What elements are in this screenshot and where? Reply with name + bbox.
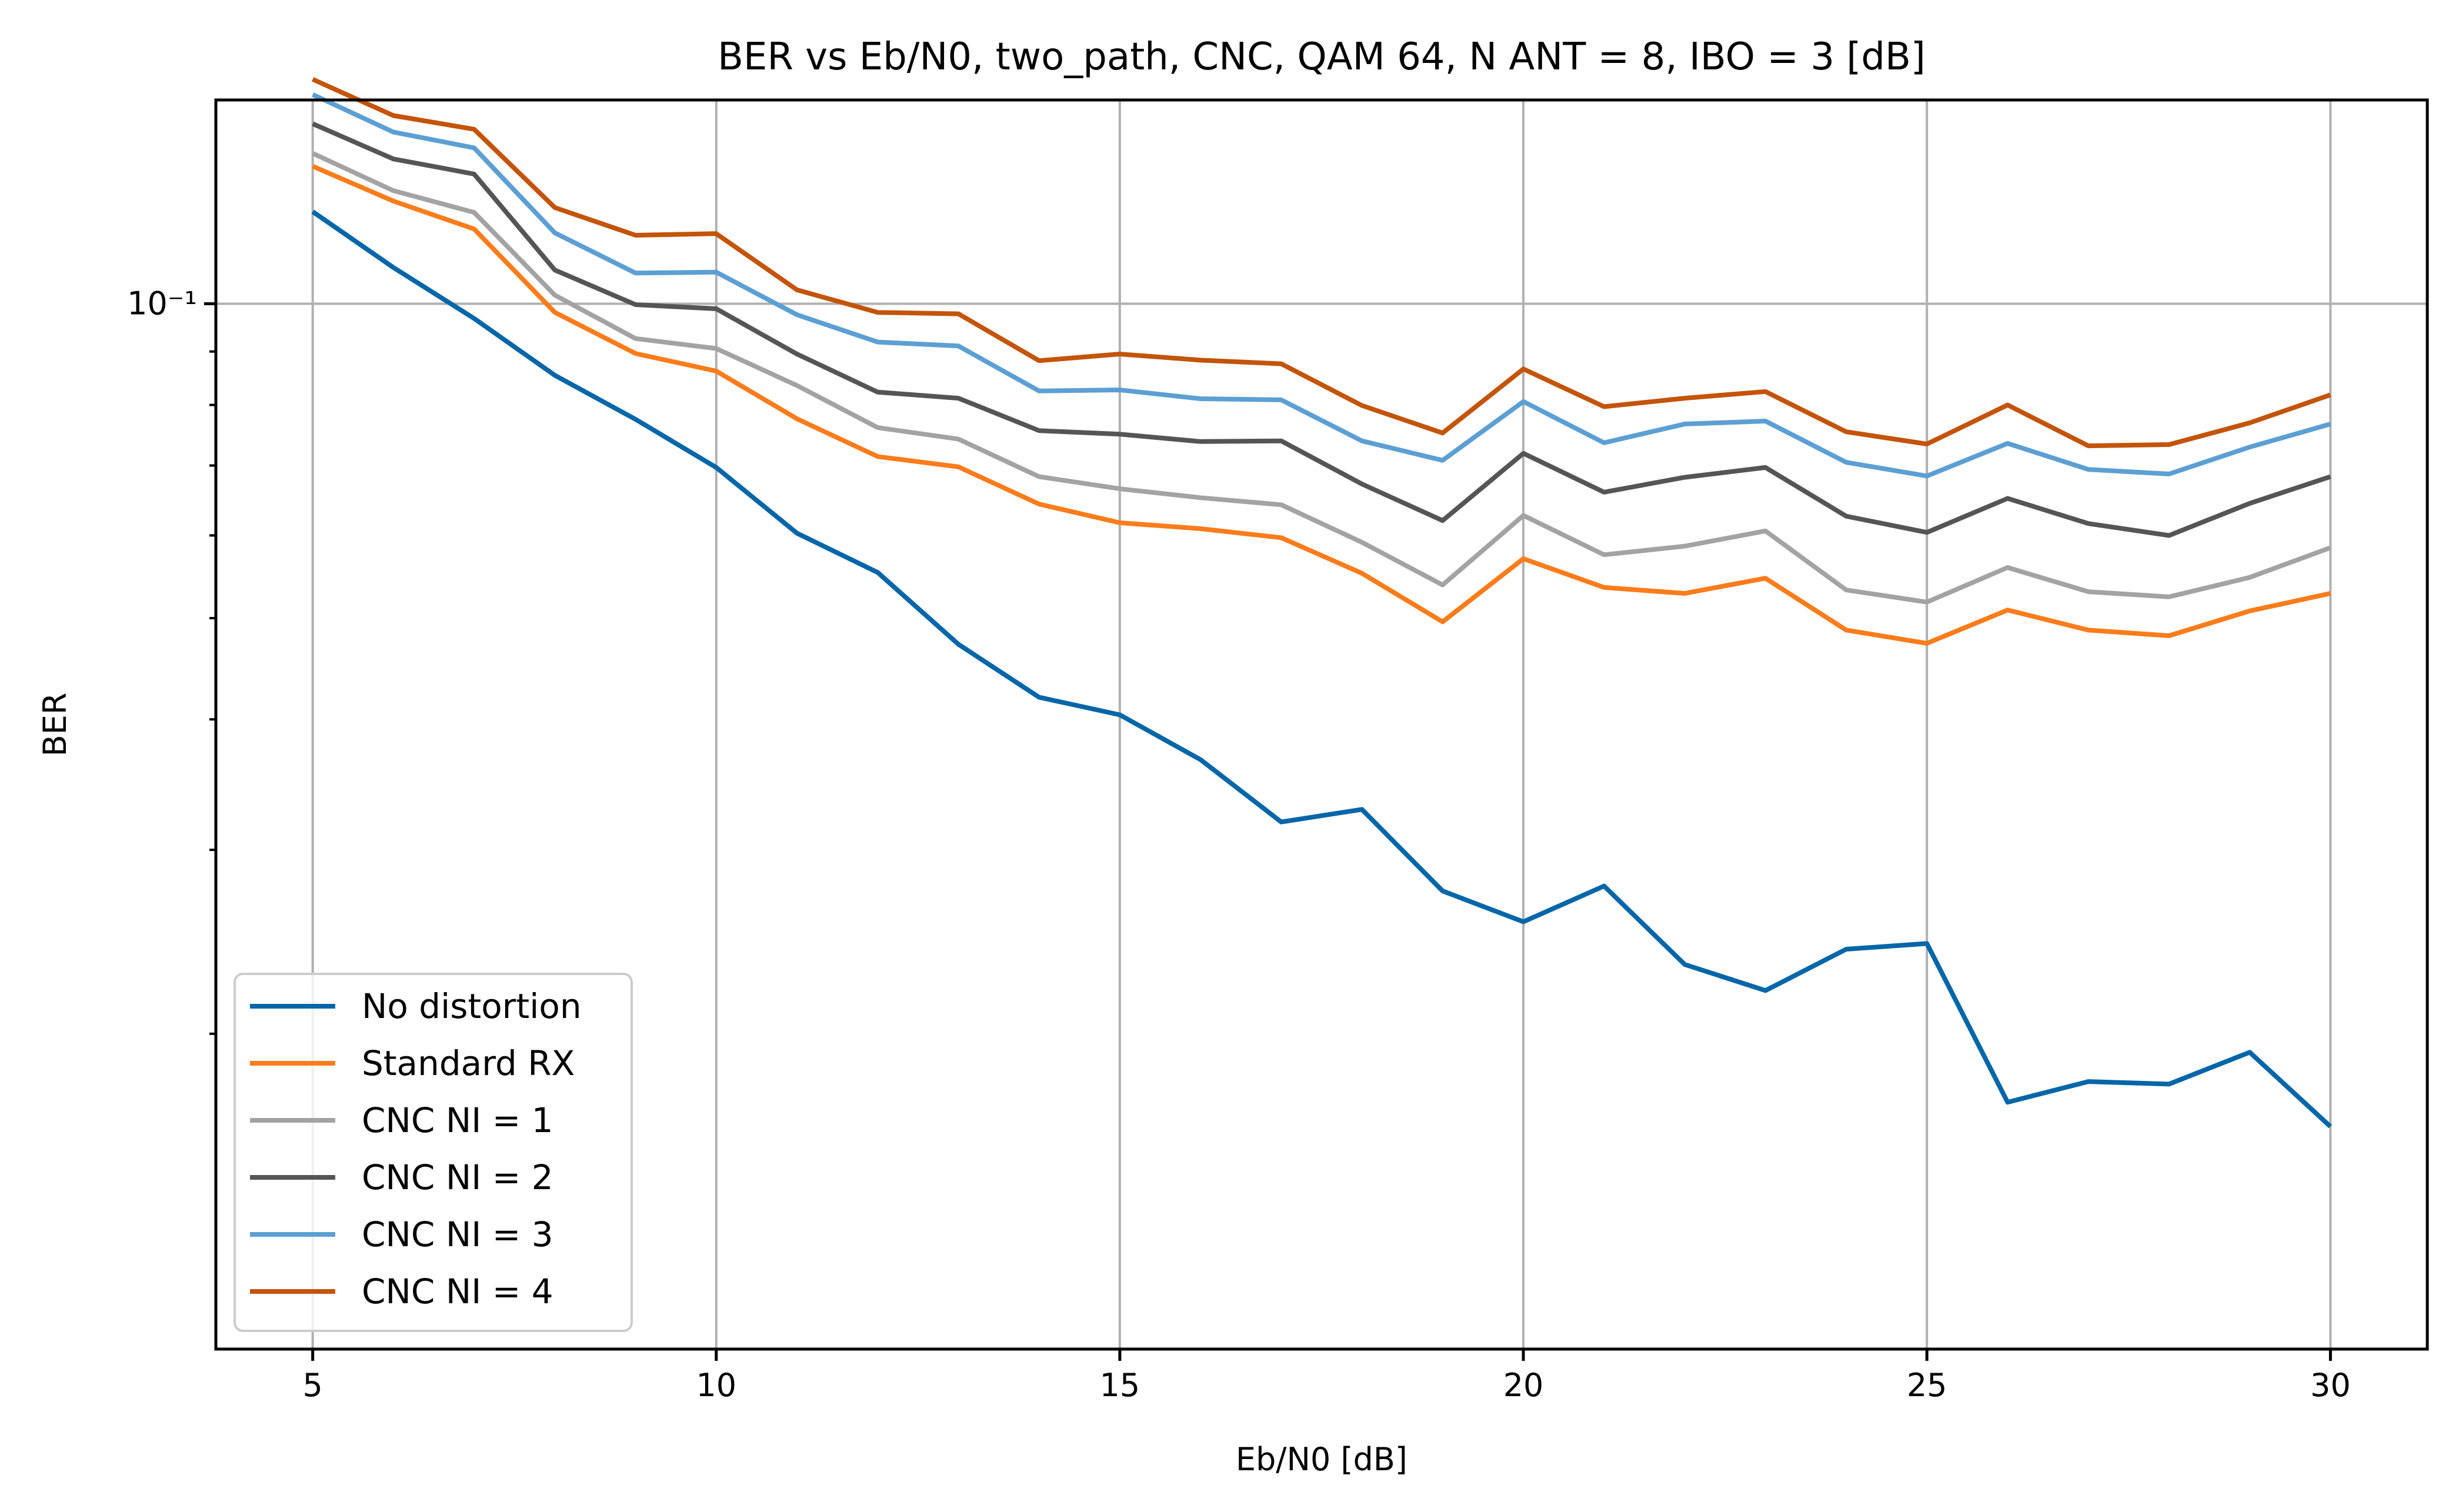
legend-label-cnc-ni-1: CNC NI = 1 [362,1100,553,1140]
x-tick-label: 30 [2310,1367,2351,1404]
legend-label-cnc-ni-3: CNC NI = 3 [362,1214,553,1254]
y-axis-label: BER [36,693,74,757]
y-tick-label: 10⁻¹ [127,285,197,322]
x-axis-label: Eb/N0 [dB] [1236,1441,1407,1478]
series-line-no-distortion [311,209,2333,1129]
x-tick-label: 5 [302,1367,322,1404]
series-line-cnc-ni-2 [312,121,2331,538]
x-tick-label: 10 [696,1367,736,1404]
ticks-layer: 5 10 15 20 25 30 10⁻¹ [127,285,2351,1404]
series-layer [311,77,2333,1129]
x-tick-label: 15 [1100,1367,1140,1404]
legend-label-no-distortion: No distortion [362,986,582,1026]
x-tick-label: 25 [1907,1367,1947,1404]
legend-label-cnc-ni-4: CNC NI = 4 [362,1271,553,1311]
legend-label-cnc-ni-2: CNC NI = 2 [362,1157,553,1197]
series-line-standard-rx [312,164,2331,646]
legend: No distortion Standard RX CNC NI = 1 CNC NI… [233,973,633,1332]
plot-frame [214,98,2429,1351]
chart-title: BER vs Eb/N0, two_path, CNC, QAM 64, N A… [718,35,1926,79]
series-line-cnc-ni-1 [312,151,2331,605]
x-tick-label: 20 [1503,1367,1544,1404]
legend-label-standard-rx: Standard RX [362,1043,575,1083]
series-line-cnc-ni-4 [312,77,2331,449]
series-line-cnc-ni-3 [312,92,2331,479]
